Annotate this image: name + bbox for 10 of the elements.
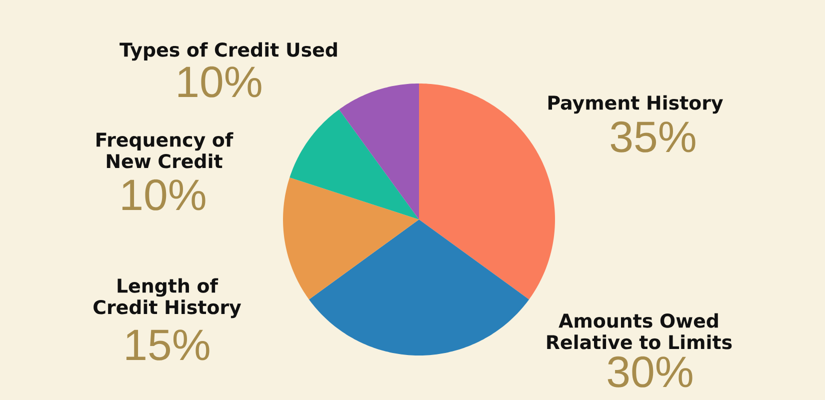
- data-label: 35%: [610, 121, 696, 152]
- slice-label: Amounts Owed Relative to Limits: [547, 313, 732, 350]
- slice-label: Payment History: [548, 95, 723, 114]
- slice-label: Frequency of New Credit: [96, 132, 234, 168]
- slice-label: Length of Credit History: [94, 278, 242, 318]
- data-label: 15%: [126, 330, 210, 360]
- data-label: 10%: [178, 66, 262, 98]
- slice-label: Types of Credit Used: [120, 42, 337, 61]
- data-label: 30%: [608, 356, 692, 388]
- data-label: 10%: [122, 179, 206, 210]
